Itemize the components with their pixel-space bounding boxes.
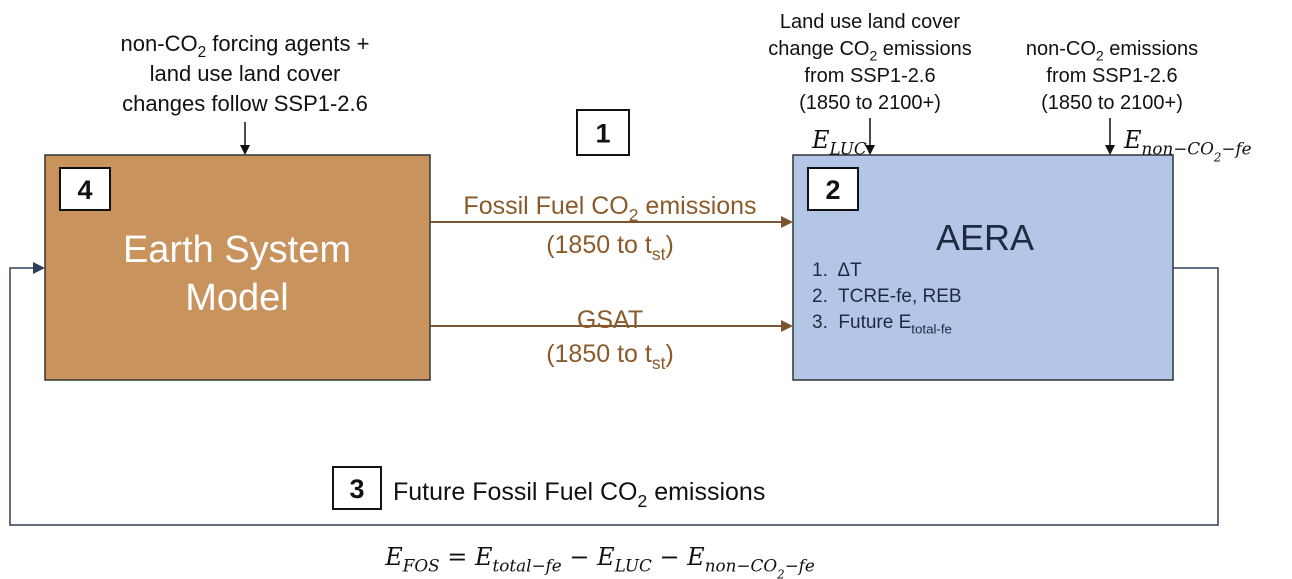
text-segment: − E bbox=[562, 543, 615, 571]
annotation: change CO2 emissions bbox=[768, 38, 971, 64]
symbol: ELUC bbox=[811, 126, 867, 159]
box-label: Earth System bbox=[123, 229, 351, 271]
box-label: Model bbox=[185, 277, 289, 319]
text-segment: (1850 to t bbox=[546, 340, 652, 368]
annotation: from SSP1-2.6 bbox=[804, 65, 935, 87]
text-segment: Fossil Fuel CO bbox=[463, 192, 628, 220]
annotation: non-CO2 forcing agents + bbox=[121, 31, 370, 61]
annotation: from SSP1-2.6 bbox=[1046, 65, 1177, 87]
text-segment: 2. TCRE-fe, REB bbox=[812, 286, 962, 307]
feedback-label: Future Fossil Fuel CO2 emissions bbox=[393, 478, 765, 511]
list-item: 3. Future Etotal-fe bbox=[812, 312, 952, 336]
text-segment: Future Fossil Fuel CO bbox=[393, 478, 638, 506]
flow-label: (1850 to tst) bbox=[546, 231, 674, 264]
text-segment: 2 bbox=[1213, 150, 1221, 164]
text-segment: emissions bbox=[877, 38, 971, 60]
text-segment: emissions bbox=[647, 478, 765, 506]
text-segment: change CO bbox=[768, 38, 869, 60]
annotation: (1850 to 2100+) bbox=[799, 92, 941, 114]
step-number-box bbox=[59, 167, 111, 211]
step-number: 1 bbox=[595, 119, 610, 149]
text-segment: total-fe bbox=[911, 321, 952, 336]
step-number: 2 bbox=[825, 175, 840, 205]
annotation: Land use land cover bbox=[780, 11, 960, 33]
text-segment: 2 bbox=[629, 205, 639, 225]
text-segment: emissions bbox=[1104, 38, 1198, 60]
text-segment: non−CO bbox=[705, 556, 778, 576]
flow-label: Fossil Fuel CO2 emissions bbox=[463, 192, 756, 225]
annotation: (1850 to 2100+) bbox=[1041, 92, 1183, 114]
text-segment: (1850 to t bbox=[546, 231, 652, 259]
text-segment: 2 bbox=[1096, 48, 1104, 64]
symbol: Enon−CO2−fe bbox=[1123, 126, 1252, 164]
text-segment: 3. Future E bbox=[812, 312, 911, 333]
text-segment: non-CO bbox=[1026, 38, 1096, 60]
text-segment: emissions bbox=[638, 192, 756, 220]
annotation: non-CO2 emissions bbox=[1026, 38, 1198, 64]
text-segment: = E bbox=[440, 543, 493, 571]
box-title: AERA bbox=[936, 217, 1034, 258]
text-segment: (1850 to 2100+) bbox=[799, 92, 941, 114]
step-number-box bbox=[576, 109, 630, 156]
text-segment: ) bbox=[665, 231, 673, 259]
equation: EFOS = Etotal−fe − ELUC − Enon−CO2−fe bbox=[384, 543, 815, 579]
feedback-loop bbox=[9, 262, 1219, 526]
text-segment: 2 bbox=[638, 491, 648, 511]
list-item: 1. ΔT bbox=[812, 260, 862, 281]
text-segment: −fe bbox=[785, 556, 815, 576]
text-segment: non-CO bbox=[121, 31, 198, 56]
text-segment: st bbox=[652, 353, 666, 373]
text-segment: −fe bbox=[1221, 139, 1251, 159]
text-segment: − E bbox=[652, 543, 705, 571]
text-segment: E bbox=[384, 543, 403, 571]
text-segment: GSAT bbox=[577, 306, 643, 334]
step-number-box bbox=[332, 466, 382, 510]
step-number-box bbox=[807, 167, 859, 211]
text-segment: 2 bbox=[776, 567, 784, 579]
list-item: 2. TCRE-fe, REB bbox=[812, 286, 962, 307]
text-segment: E bbox=[1123, 126, 1142, 154]
step-number: 4 bbox=[77, 175, 92, 205]
text-segment: (1850 to 2100+) bbox=[1041, 92, 1183, 114]
annotation: land use land cover bbox=[150, 61, 341, 86]
text-segment: LUC bbox=[829, 139, 867, 159]
flow-label: (1850 to tst) bbox=[546, 340, 674, 373]
text-segment: total−fe bbox=[493, 556, 562, 576]
text-segment: ) bbox=[665, 340, 673, 368]
text-segment: 1. ΔT bbox=[812, 260, 862, 281]
text-segment: land use land cover bbox=[150, 61, 341, 86]
annotation: changes follow SSP1-2.6 bbox=[122, 91, 368, 116]
step-number: 3 bbox=[349, 474, 364, 504]
flow-label: GSAT bbox=[577, 306, 643, 334]
text-segment: from SSP1-2.6 bbox=[804, 65, 935, 87]
text-segment: non−CO bbox=[1142, 139, 1215, 159]
text-segment: LUC bbox=[614, 556, 652, 576]
text-segment: Model bbox=[185, 277, 289, 319]
text-segment: forcing agents + bbox=[206, 31, 369, 56]
text-segment: changes follow SSP1-2.6 bbox=[122, 91, 368, 116]
text-segment: 2 bbox=[869, 48, 877, 64]
text-segment: Earth System bbox=[123, 229, 351, 271]
text-segment: from SSP1-2.6 bbox=[1046, 65, 1177, 87]
text-segment: FOS bbox=[402, 556, 440, 576]
text-segment: Land use land cover bbox=[780, 11, 960, 33]
text-segment: st bbox=[652, 244, 666, 264]
text-segment: E bbox=[811, 126, 830, 154]
text-segment: 2 bbox=[198, 44, 207, 61]
